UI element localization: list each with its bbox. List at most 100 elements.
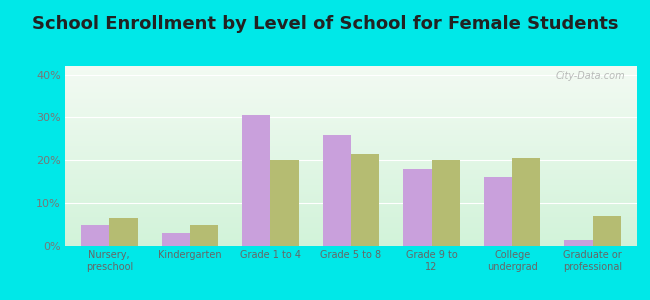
Bar <box>65 162 637 163</box>
Bar <box>65 205 637 206</box>
Bar <box>65 217 637 218</box>
Bar <box>65 234 637 235</box>
Bar <box>65 216 637 217</box>
Bar <box>242 115 270 246</box>
Bar <box>65 142 637 143</box>
Bar <box>65 86 637 87</box>
Bar <box>65 198 637 199</box>
Bar <box>65 93 637 94</box>
Bar <box>65 75 637 76</box>
Bar <box>65 195 637 196</box>
Bar <box>65 104 637 105</box>
Bar <box>65 240 637 241</box>
Bar <box>65 243 637 244</box>
Bar <box>564 240 593 246</box>
Bar <box>65 154 637 155</box>
Bar <box>65 70 637 71</box>
Bar <box>65 126 637 127</box>
Bar <box>65 84 637 85</box>
Bar <box>65 220 637 221</box>
Bar <box>65 149 637 150</box>
Bar <box>65 67 637 68</box>
Bar <box>65 71 637 72</box>
Bar <box>65 122 637 123</box>
Bar <box>65 228 637 229</box>
Bar <box>323 135 351 246</box>
Bar <box>65 206 637 207</box>
Bar <box>65 182 637 183</box>
Bar <box>65 72 637 73</box>
Bar <box>65 91 637 92</box>
Bar <box>65 146 637 147</box>
Bar <box>65 203 637 204</box>
Bar <box>65 98 637 99</box>
Bar <box>65 202 637 203</box>
Bar <box>81 225 109 246</box>
Bar <box>65 108 637 109</box>
Bar <box>65 106 637 107</box>
Bar <box>65 147 637 148</box>
Bar <box>65 145 637 146</box>
Bar <box>65 236 637 237</box>
Bar <box>65 110 637 111</box>
Bar <box>65 160 637 161</box>
Bar <box>65 134 637 135</box>
Bar <box>65 114 637 115</box>
Bar <box>65 120 637 121</box>
Bar <box>65 212 637 213</box>
Bar <box>65 130 637 131</box>
Bar <box>65 66 637 67</box>
Bar <box>65 151 637 152</box>
Bar <box>404 169 432 246</box>
Bar <box>65 107 637 108</box>
Bar <box>65 88 637 89</box>
Bar <box>65 235 637 236</box>
Bar <box>65 139 637 140</box>
Bar <box>65 140 637 141</box>
Bar <box>65 232 637 233</box>
Bar <box>65 245 637 246</box>
Bar <box>65 132 637 133</box>
Bar <box>65 238 637 239</box>
Bar <box>65 187 637 188</box>
Bar <box>65 180 637 181</box>
Bar <box>65 118 637 119</box>
Bar <box>65 144 637 145</box>
Bar <box>65 218 637 219</box>
Bar <box>65 242 637 243</box>
Bar <box>65 74 637 75</box>
Bar <box>65 89 637 90</box>
Bar <box>162 233 190 246</box>
Bar <box>593 216 621 246</box>
Bar <box>65 226 637 227</box>
Bar <box>65 82 637 83</box>
Bar <box>432 160 460 246</box>
Bar <box>65 105 637 106</box>
Bar <box>65 177 637 178</box>
Bar <box>65 179 637 180</box>
Bar <box>65 152 637 153</box>
Bar <box>65 121 637 122</box>
Bar <box>65 111 637 112</box>
Bar <box>65 237 637 238</box>
Bar <box>65 99 637 100</box>
Bar <box>65 186 637 187</box>
Bar <box>65 222 637 223</box>
Bar <box>65 225 637 226</box>
Bar <box>65 102 637 103</box>
Bar <box>351 154 379 246</box>
Bar <box>65 95 637 96</box>
Bar <box>65 181 637 182</box>
Bar <box>65 131 637 132</box>
Bar <box>65 201 637 202</box>
Bar <box>65 190 637 191</box>
Bar <box>65 96 637 97</box>
Bar <box>190 225 218 246</box>
Bar <box>65 127 637 128</box>
Bar <box>65 79 637 80</box>
Bar <box>65 116 637 117</box>
Bar <box>65 115 637 116</box>
Bar <box>65 219 637 220</box>
Bar <box>65 87 637 88</box>
Bar <box>65 204 637 205</box>
